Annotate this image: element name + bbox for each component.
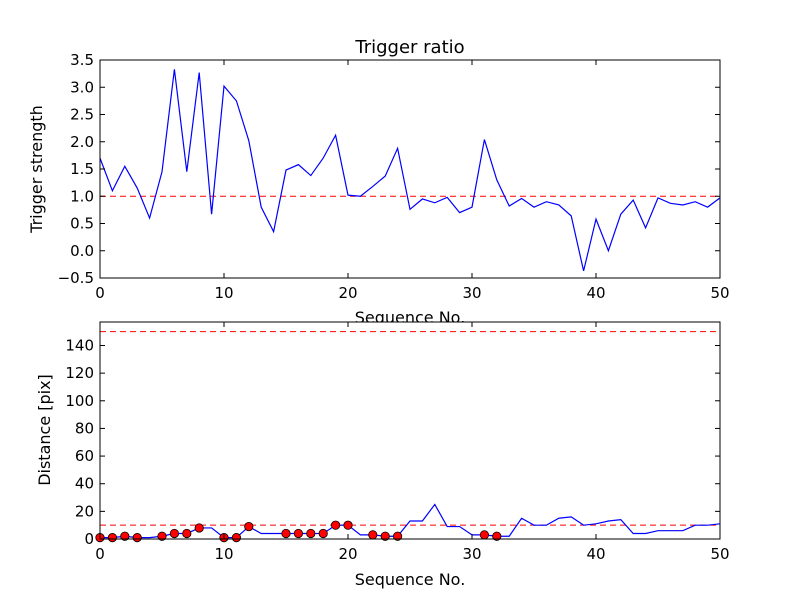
scatter-point bbox=[120, 531, 130, 541]
x-tick-label: 20 bbox=[338, 284, 357, 302]
y-tick-label: 2.5 bbox=[70, 106, 94, 124]
x-tick-label: 20 bbox=[338, 545, 357, 563]
distance-chart: 0 10 20 30 40 50 0 20 40 60 80 100 120 140 Sequence N… bbox=[35, 321, 730, 589]
plot-area bbox=[100, 60, 720, 278]
y-axis-label: Distance [pix] bbox=[35, 374, 54, 486]
y-tick-label: 20 bbox=[75, 502, 94, 520]
scatter-point bbox=[492, 531, 502, 541]
plot-area bbox=[100, 322, 720, 539]
y-tick-label: 0 bbox=[84, 530, 94, 548]
scatter-point bbox=[368, 530, 378, 540]
scatter-point bbox=[182, 528, 192, 539]
y-tick-label: 80 bbox=[75, 419, 94, 437]
scatter-point bbox=[132, 533, 142, 543]
scatter-point bbox=[479, 530, 489, 540]
scatter-point bbox=[107, 533, 118, 543]
y-tick-label: 0.5 bbox=[70, 215, 94, 233]
y-tick-label: 40 bbox=[75, 475, 94, 493]
x-tick-label: 40 bbox=[586, 284, 605, 302]
scatter-point bbox=[306, 528, 316, 539]
scatter-point bbox=[231, 533, 241, 543]
scatter-point bbox=[194, 523, 204, 533]
scatter-point bbox=[157, 531, 167, 541]
scatter-point bbox=[169, 528, 179, 539]
y-axis-label: Trigger strength bbox=[27, 105, 46, 234]
chart-title: Trigger ratio bbox=[354, 37, 464, 58]
scatter-point bbox=[330, 520, 341, 530]
y-tick-label: 140 bbox=[65, 336, 94, 354]
y-tick-label: 60 bbox=[75, 447, 94, 465]
scatter-point bbox=[244, 521, 254, 532]
x-axis-label: Sequence No. bbox=[355, 570, 466, 589]
x-tick-label: 0 bbox=[95, 284, 105, 302]
y-tick-label: −0.5 bbox=[58, 269, 94, 287]
x-tick-label: 50 bbox=[710, 545, 729, 563]
y-tick-label: 120 bbox=[65, 364, 94, 382]
y-tick-label: 3.5 bbox=[70, 51, 94, 69]
scatter-point bbox=[343, 520, 353, 530]
x-tick-label: 50 bbox=[710, 284, 729, 302]
x-tick-label: 10 bbox=[214, 284, 233, 302]
y-tick-label: 3.0 bbox=[70, 78, 94, 96]
x-tick-label: 0 bbox=[95, 545, 105, 563]
scatter-point bbox=[281, 528, 291, 539]
x-tick-label: 30 bbox=[462, 284, 481, 302]
series-line bbox=[99, 69, 721, 272]
y-tick-label: 1.0 bbox=[70, 187, 94, 205]
scatter-point bbox=[318, 528, 328, 539]
x-tick-label: 30 bbox=[462, 545, 481, 563]
scatter-point bbox=[392, 531, 403, 541]
y-tick-label: 100 bbox=[65, 392, 94, 410]
plot-frame bbox=[99, 321, 721, 540]
x-tick-label: 10 bbox=[214, 545, 233, 563]
y-tick-label: 1.5 bbox=[70, 160, 94, 178]
scatter-point bbox=[380, 531, 390, 541]
trigger-ratio-chart: Trigger ratio 0 10 20 30 40 50 −0.5 0.0 0.5 1.0 1.… bbox=[27, 37, 730, 327]
y-tick-label: 2.0 bbox=[70, 133, 94, 151]
scatter-point bbox=[293, 528, 303, 539]
y-tick-label: 0.0 bbox=[70, 242, 94, 260]
x-tick-label: 40 bbox=[586, 545, 605, 563]
